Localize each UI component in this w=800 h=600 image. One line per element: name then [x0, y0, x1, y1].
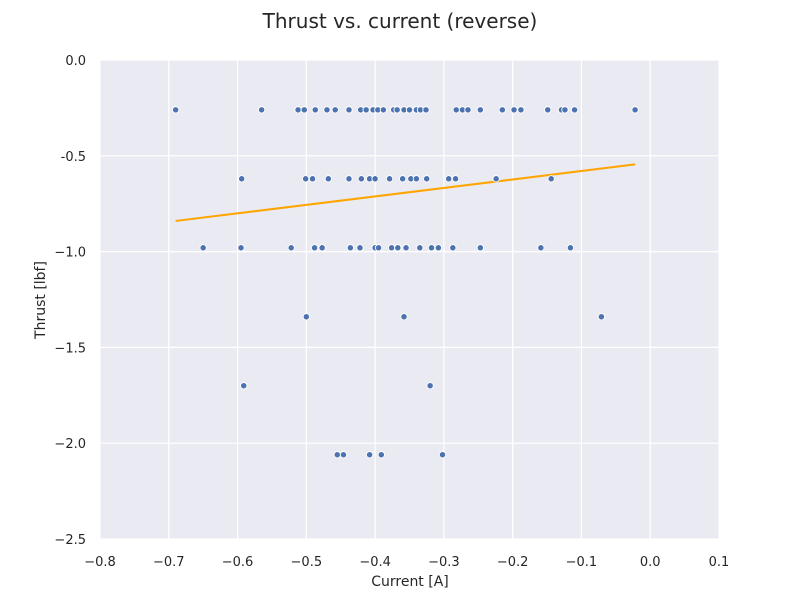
data-point: [387, 244, 396, 252]
x-tick-label: −0.1: [566, 555, 598, 570]
x-tick-label: −0.5: [291, 555, 323, 570]
data-point: [287, 244, 295, 252]
data-point: [544, 106, 552, 114]
data-point: [402, 244, 410, 252]
x-tick-label: 0.1: [709, 555, 730, 570]
data-point: [398, 175, 407, 183]
data-point: [302, 313, 310, 321]
data-point: [311, 106, 319, 114]
data-point: [374, 244, 383, 252]
fit-line-group: [175, 163, 636, 222]
data-point: [537, 244, 545, 252]
data-point: [517, 106, 525, 114]
data-point: [257, 106, 266, 114]
data-point: [452, 106, 460, 114]
data-point: [416, 244, 424, 252]
x-tick-label: −0.2: [497, 555, 529, 570]
data-point: [451, 175, 460, 183]
data-point: [449, 244, 457, 252]
x-tick-label: −0.6: [222, 555, 254, 570]
y-axis-label: Thrust [lbf]: [33, 261, 49, 340]
data-point: [434, 244, 443, 252]
y-tick-label: −2.5: [54, 533, 86, 548]
y-tick-labels: 0.0 -0.5 −1.0 −1.5 −2.0 −2.5: [54, 54, 86, 548]
x-tick-label: −0.4: [359, 555, 391, 570]
data-point: [570, 106, 579, 114]
x-tick-label: −0.7: [153, 555, 185, 570]
data-point: [400, 313, 408, 321]
data-point: [323, 106, 331, 114]
data-point: [377, 451, 385, 459]
data-points: [172, 106, 639, 459]
data-point: [294, 106, 302, 114]
data-point: [426, 382, 434, 390]
data-point: [438, 451, 447, 459]
data-point: [379, 106, 388, 114]
data-point: [308, 175, 317, 183]
data-point: [199, 244, 207, 252]
data-point: [427, 244, 436, 252]
data-point: [492, 175, 500, 183]
x-tick-labels: −0.8 −0.7 −0.6 −0.5 −0.4 −0.3 −0.2 −0.1 0.0 0.1: [84, 555, 729, 570]
data-point: [310, 244, 319, 252]
data-point: [356, 244, 364, 252]
data-point: [324, 175, 332, 183]
data-point: [345, 175, 353, 183]
data-point: [423, 175, 431, 183]
plot-area: [100, 60, 719, 539]
data-point: [476, 106, 484, 114]
fit-line: [175, 163, 636, 222]
data-point: [301, 175, 310, 183]
x-tick-label: −0.3: [428, 555, 460, 570]
data-point: [597, 313, 606, 321]
data-point: [385, 175, 394, 183]
data-point: [339, 451, 348, 459]
data-point: [345, 106, 353, 114]
data-point: [464, 106, 472, 114]
data-point: [566, 244, 575, 252]
data-point: [412, 175, 421, 183]
y-tick-label: −1.0: [54, 246, 86, 261]
data-point: [318, 244, 326, 252]
data-point: [357, 175, 366, 183]
data-point: [393, 106, 401, 114]
data-point: [346, 244, 355, 252]
data-point: [498, 106, 506, 114]
x-axis-label: Current [A]: [371, 574, 449, 590]
data-point: [237, 244, 245, 252]
data-point: [333, 451, 341, 459]
chart-title: Thrust vs. current (reverse): [262, 9, 538, 33]
data-point: [405, 106, 414, 114]
data-point: [238, 175, 246, 183]
data-point: [561, 106, 569, 114]
data-point: [394, 244, 402, 252]
data-point: [172, 106, 180, 114]
data-point: [240, 382, 248, 390]
grid-lines: [99, 59, 720, 540]
data-point: [365, 451, 374, 459]
data-point: [476, 244, 484, 252]
y-tick-label: 0.0: [65, 54, 86, 69]
y-tick-label: −2.0: [54, 437, 86, 452]
y-tick-label: -0.5: [61, 150, 86, 165]
data-point: [300, 106, 308, 114]
y-tick-label: −1.5: [54, 341, 86, 356]
data-point: [631, 106, 639, 114]
data-point: [547, 175, 555, 183]
data-point: [422, 106, 430, 114]
data-point: [331, 106, 339, 114]
data-point: [362, 106, 370, 114]
data-point: [510, 106, 518, 114]
x-tick-label: −0.8: [84, 555, 116, 570]
data-point: [445, 175, 453, 183]
data-point: [371, 175, 379, 183]
x-tick-label: 0.0: [640, 555, 661, 570]
